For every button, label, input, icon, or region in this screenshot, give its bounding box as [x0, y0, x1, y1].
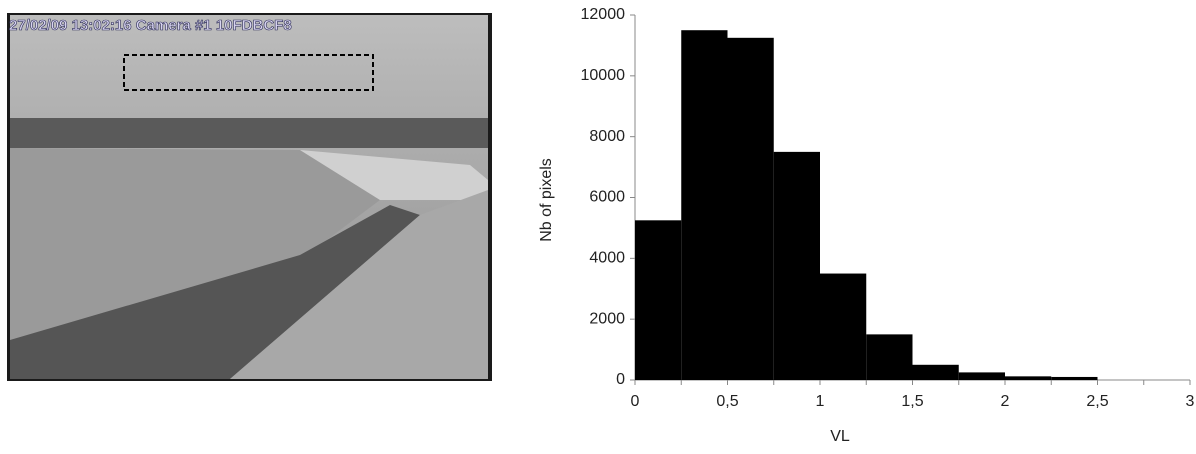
- roof: [230, 190, 488, 379]
- bar: [958, 372, 1005, 380]
- y-tick-label: 10000: [581, 67, 626, 84]
- bar: [635, 220, 682, 380]
- y-tick-label: 12000: [581, 6, 626, 23]
- treeline: [10, 118, 488, 148]
- building: [300, 150, 488, 200]
- x-tick-label: 2,5: [1086, 393, 1108, 410]
- y-tick-label: 2000: [589, 310, 625, 327]
- x-tick-label: 2: [1001, 393, 1010, 410]
- photo-caption: 27/02/09 13:02:16 Camera #1 10FDBCF8: [9, 17, 292, 34]
- bar: [866, 334, 913, 380]
- wall: [10, 205, 420, 379]
- bar: [773, 151, 820, 380]
- x-tick-label: 0: [631, 393, 640, 410]
- x-tick-label: 0,5: [716, 393, 738, 410]
- y-tick-label: 8000: [589, 128, 625, 145]
- roi-box: [123, 54, 374, 91]
- x-tick-label: 1,5: [901, 393, 923, 410]
- ground: [10, 148, 380, 340]
- x-tick-label: 3: [1186, 393, 1195, 410]
- camera-photo: 27/02/09 13:02:16 Camera #1 10FDBCF8: [7, 13, 492, 381]
- x-tick-label: 1: [816, 393, 825, 410]
- y-axis-label: Nb of pixels: [538, 158, 555, 242]
- bar: [912, 364, 959, 380]
- x-axis-label: VL: [830, 428, 850, 445]
- bar: [1005, 376, 1052, 380]
- bar: [681, 30, 728, 380]
- y-tick-label: 6000: [589, 189, 625, 206]
- y-tick-label: 4000: [589, 250, 625, 267]
- y-tick-label: 0: [616, 371, 625, 388]
- bar: [820, 273, 867, 380]
- bar: [727, 37, 774, 380]
- bar: [1051, 376, 1098, 380]
